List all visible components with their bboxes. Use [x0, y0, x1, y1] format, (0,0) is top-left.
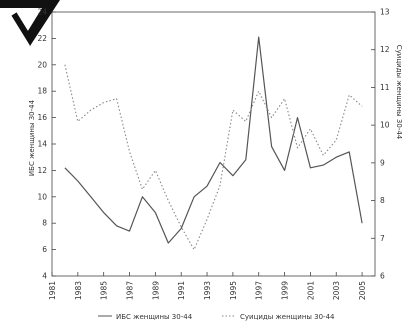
x-tick-label: 1995: [229, 281, 238, 300]
left-tick-label: 16: [37, 113, 47, 122]
left-y-axis: 4 6 8 10 12 14 16 18 20 22 24: [37, 8, 56, 281]
left-tick-label: 24: [37, 8, 47, 17]
right-tick-label: 9: [380, 158, 385, 167]
right-tick-label: 13: [380, 8, 390, 17]
series-layer: [64, 36, 363, 251]
logo-mark: [0, 0, 60, 46]
right-tick-label: 10: [380, 121, 390, 130]
right-tick-label: 12: [380, 45, 390, 54]
series-line-ibs: [64, 36, 363, 244]
left-tick-label: 4: [42, 272, 47, 281]
right-tick-label: 6: [380, 272, 385, 281]
x-axis: 1981 1983 1985 1987 1989 1991 1993 1995 1997 1999…: [48, 272, 367, 300]
left-tick-label: 10: [37, 192, 47, 201]
logo-mark-stroke: [11, 12, 39, 46]
right-tick-label: 11: [380, 83, 390, 92]
legend-label-ibs: ИБС женщины 30-44: [116, 313, 193, 321]
left-tick-label: 18: [37, 87, 47, 96]
right-axis-label: Суициды женщины 30-44: [395, 45, 403, 140]
x-tick-label: 1987: [126, 281, 135, 300]
legend: ИБС женщины 30-44 Суициды женщины 30-44: [98, 313, 335, 321]
x-tick-label: 1985: [100, 281, 109, 300]
legend-label-suicide: Суициды женщины 30-44: [240, 313, 335, 321]
left-tick-label: 14: [37, 140, 47, 149]
right-tick-label: 8: [380, 196, 385, 205]
x-tick-label: 2005: [358, 281, 367, 300]
plot-area: [51, 11, 376, 277]
left-tick-label: 6: [42, 245, 47, 254]
x-tick-label: 1999: [281, 281, 290, 300]
x-tick-label: 1991: [177, 281, 186, 300]
x-tick-label: 1981: [48, 281, 57, 300]
x-tick-label: 2003: [332, 281, 341, 300]
left-tick-label: 8: [42, 219, 47, 228]
x-tick-label: 1997: [255, 281, 264, 300]
x-tick-label: 1989: [151, 281, 160, 300]
left-tick-label: 22: [37, 34, 47, 43]
right-tick-label: 7: [380, 234, 385, 243]
x-tick-label: 1983: [74, 281, 83, 300]
series-line-suicide: [64, 64, 363, 251]
left-axis-label: ИБС женщины 30-44: [28, 99, 36, 176]
left-tick-label: 20: [37, 60, 47, 69]
x-tick-label: 2001: [306, 281, 315, 300]
right-y-axis: 6 7 8 9 10 11 12 13: [371, 8, 390, 281]
left-tick-label: 12: [37, 166, 47, 175]
x-tick-label: 1993: [203, 281, 212, 300]
